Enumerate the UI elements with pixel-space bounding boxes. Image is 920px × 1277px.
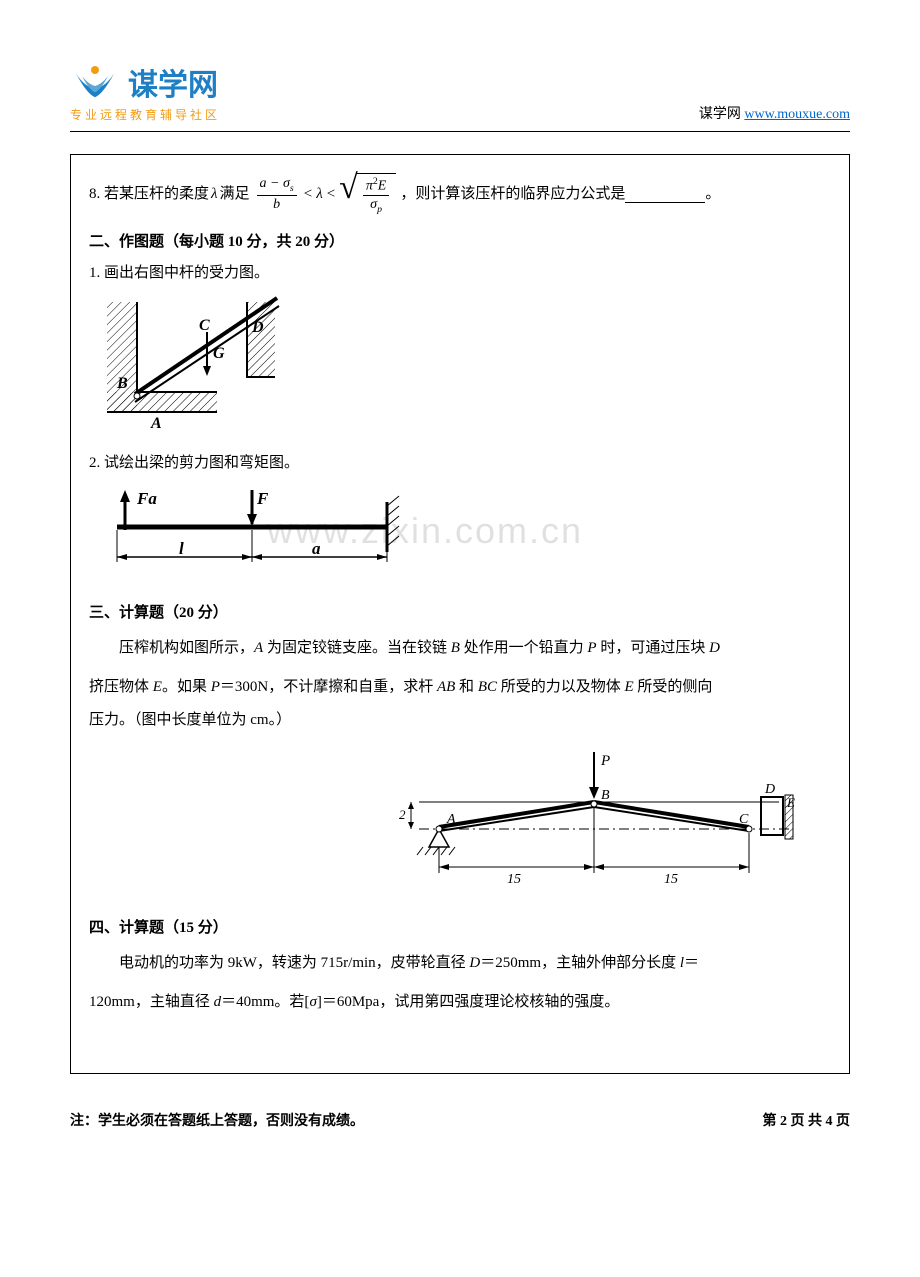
site-reference: 谋学网 www.mouxue.com (699, 103, 850, 123)
s3p2-BC: BC (478, 679, 497, 695)
footer-page: 第 2 页 共 4 页 (763, 1110, 851, 1130)
q8-sqrt-sub: p (377, 204, 382, 215)
q8-mid1: 满足 (220, 178, 250, 211)
s3p1-m3: 时，可通过压块 (597, 640, 710, 656)
s4p2-prefix: 120mm，主轴直径 (89, 994, 214, 1010)
svg-text:A: A (446, 812, 456, 827)
section4-para2: 120mm，主轴直径 d＝40mm。若[σ]＝60Mpa，试用第四强度理论校核轴… (89, 986, 831, 1019)
s3p2-E2: E (625, 679, 634, 695)
svg-text:2: 2 (399, 807, 406, 822)
svg-text:C: C (739, 812, 749, 827)
svg-text:15: 15 (664, 872, 678, 887)
s4p2-d: d (214, 994, 222, 1010)
s3p2-P: P (211, 679, 220, 695)
logo-block: 谋学网 专业远程教育辅导社区 (70, 60, 220, 123)
q8-lt1: < (304, 178, 312, 211)
header-divider (70, 131, 850, 132)
svg-text:F: F (256, 489, 269, 508)
section2-heading: 二、作图题（每小题 10 分，共 20 分） (89, 230, 831, 251)
svg-text:P: P (600, 753, 610, 769)
content-box: 8. 若某压杆的柔度 λ 满足 a − σs b < λ < √ π2E σp (70, 154, 850, 1074)
s3p2-prefix: 挤压物体 (89, 679, 153, 695)
page-footer: 注：学生必须在答题纸上答题，否则没有成绩。 第 2 页 共 4 页 (70, 1110, 850, 1130)
figure-2-2: Fa F l a www.zixin.com.cn (97, 482, 831, 587)
q8-formula: a − σs b < λ < √ π2E σp (254, 173, 397, 216)
q8-frac1: a − σs b (257, 175, 297, 214)
section2-q1: 1. 画出右图中杆的受力图。 (89, 261, 831, 282)
svg-text:G: G (213, 345, 225, 362)
s4p1-m1: ＝250mm，主轴外伸部分长度 (480, 955, 680, 971)
svg-text:l: l (179, 539, 184, 558)
svg-text:A: A (150, 415, 162, 432)
question-8: 8. 若某压杆的柔度 λ 满足 a − σs b < λ < √ π2E σp (89, 173, 831, 216)
svg-text:B: B (601, 788, 610, 803)
s3p2-AB: AB (437, 679, 455, 695)
logo-icon (70, 62, 120, 102)
svg-text:E: E (786, 795, 795, 810)
site-link[interactable]: www.mouxue.com (744, 107, 850, 122)
q8-sqrt-E: E (378, 179, 387, 194)
page-header: 谋学网 专业远程教育辅导社区 谋学网 www.mouxue.com (70, 60, 850, 123)
svg-text:C: C (199, 317, 210, 334)
s4p1-D: D (469, 955, 480, 971)
q8-frac1-numsub: s (290, 183, 294, 194)
logo-top: 谋学网 (70, 60, 220, 104)
footer-prefix: 第 (763, 1114, 781, 1129)
s3p2-m1: 。如果 (162, 679, 211, 695)
q8-frac1-den: b (270, 196, 283, 214)
q8-sqrt-pi: π (366, 179, 373, 194)
q8-lambda: λ (211, 178, 218, 211)
footer-note: 注：学生必须在答题纸上答题，否则没有成绩。 (70, 1110, 364, 1130)
figure-3: P (379, 747, 831, 902)
s3p1-prefix: 压榨机构如图所示， (119, 640, 254, 656)
s3p1-A: A (254, 640, 263, 656)
section4-heading: 四、计算题（15 分） (89, 916, 831, 937)
footer-current: 2 (780, 1114, 787, 1129)
s3p1-B: B (451, 640, 460, 656)
footer-suffix: 页 (833, 1114, 851, 1129)
s4p1-eq: ＝ (684, 955, 699, 971)
q8-period: 。 (705, 178, 720, 211)
s4p1-prefix: 电动机的功率为 9kW，转速为 715r/min，皮带轮直径 (119, 955, 469, 971)
s3p1-m1: 为固定铰链支座。当在铰链 (263, 640, 451, 656)
q8-after: ，则计算该压杆的临界应力公式是 (400, 178, 625, 211)
q8-lambda2: λ (316, 178, 323, 211)
svg-text:a: a (312, 539, 321, 558)
footer-mid: 页 共 (787, 1114, 826, 1129)
svg-text:D: D (251, 319, 264, 336)
s3p1-m2: 处作用一个铅直力 (460, 640, 588, 656)
logo-subtitle: 专业远程教育辅导社区 (70, 106, 220, 123)
q8-prefix: 8. 若某压杆的柔度 (89, 178, 209, 211)
q8-frac2: π2E σp (363, 176, 389, 216)
s3p2-E: E (153, 679, 162, 695)
footer-total: 4 (826, 1114, 833, 1129)
svg-text:15: 15 (507, 872, 521, 887)
s3p2-eq: ＝300N，不计摩擦和自重，求杆 (220, 679, 437, 695)
q8-lt2: < (327, 178, 335, 211)
logo-text: 谋学网 (128, 60, 218, 104)
s4p2-m1: ＝40mm。若[ (221, 994, 309, 1010)
s3p1-D: D (709, 640, 720, 656)
figure-2-1: C D G B A (97, 292, 831, 437)
s3p1-P: P (587, 640, 596, 656)
q8-blank (625, 186, 705, 203)
q8-sqrt: √ π2E σp (339, 173, 396, 216)
section3-heading: 三、计算题（20 分） (89, 601, 831, 622)
section3-para2: 挤压物体 E。如果 P＝300N，不计摩擦和自重，求杆 AB 和 BC 所受的力… (89, 671, 831, 704)
s3p2-and: 和 (455, 679, 478, 695)
svg-text:B: B (116, 375, 128, 392)
section3-para1: 压榨机构如图所示，A 为固定铰链支座。当在铰链 B 处作用一个铅直力 P 时，可… (89, 632, 831, 665)
svg-text:D: D (764, 782, 775, 797)
s3p2-m2: 所受的力以及物体 (497, 679, 625, 695)
s4p2-m2: ]＝60Mpa，试用第四强度理论校核轴的强度。 (317, 994, 620, 1010)
s4p2-sigma: σ (309, 994, 316, 1010)
section4-para1: 电动机的功率为 9kW，转速为 715r/min，皮带轮直径 D＝250mm，主… (89, 947, 831, 980)
svg-text:Fa: Fa (136, 489, 157, 508)
section2-q2: 2. 试绘出梁的剪力图和弯矩图。 (89, 451, 831, 472)
section3-para3: 压力。（图中长度单位为 cm。） (89, 704, 831, 737)
site-label: 谋学网 (699, 107, 745, 122)
s3p2-end: 所受的侧向 (634, 679, 713, 695)
q8-frac1-num: a − σ (260, 176, 290, 191)
